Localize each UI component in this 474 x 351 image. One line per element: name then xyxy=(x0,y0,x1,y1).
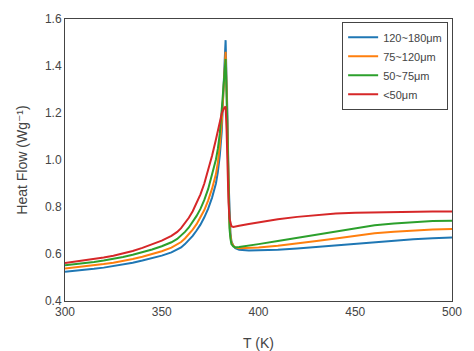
svg-text:1.2: 1.2 xyxy=(45,106,62,120)
svg-text:450: 450 xyxy=(345,305,365,319)
svg-text:Heat Flow (Wg⁻¹): Heat Flow (Wg⁻¹) xyxy=(14,105,30,214)
svg-text:1.6: 1.6 xyxy=(45,12,62,26)
svg-text:50~75μm: 50~75μm xyxy=(383,70,429,82)
svg-text:75~120μm: 75~120μm xyxy=(383,51,436,63)
svg-text:120~180μm: 120~180μm xyxy=(383,32,442,44)
svg-text:T (K): T (K) xyxy=(243,335,274,351)
svg-text:400: 400 xyxy=(248,305,268,319)
svg-text:<50μm: <50μm xyxy=(383,89,417,101)
svg-text:350: 350 xyxy=(152,305,172,319)
svg-text:0.6: 0.6 xyxy=(45,247,62,261)
svg-text:0.4: 0.4 xyxy=(45,294,62,308)
svg-text:1.4: 1.4 xyxy=(45,59,62,73)
svg-text:300: 300 xyxy=(55,305,75,319)
svg-text:1.0: 1.0 xyxy=(45,153,62,167)
svg-text:500: 500 xyxy=(442,305,462,319)
svg-text:0.8: 0.8 xyxy=(45,200,62,214)
